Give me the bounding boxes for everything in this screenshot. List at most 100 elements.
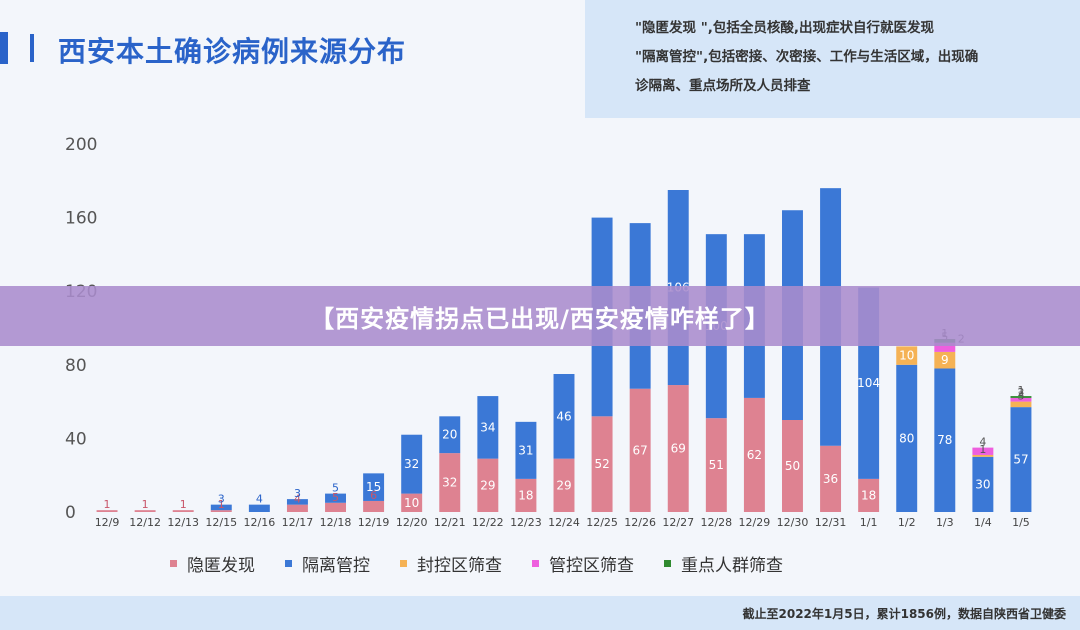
bar-isolation xyxy=(896,364,918,512)
data-label: 4 xyxy=(256,493,263,506)
data-label: 67 xyxy=(633,443,648,457)
note-line-1: "隐匿发现 ",包括全员核酸,出现症状自行就医发现 xyxy=(635,20,935,36)
legend-item-controlled: 管控区筛查 xyxy=(532,550,634,576)
x-tick-label: 12/23 xyxy=(510,516,542,529)
x-tick-label: 12/27 xyxy=(662,516,694,529)
x-tick-label: 12/13 xyxy=(167,516,199,529)
data-label: 29 xyxy=(556,478,571,492)
x-tick-label: 12/21 xyxy=(434,516,466,529)
x-tick-label: 1/5 xyxy=(1012,516,1030,529)
data-label: 4 xyxy=(294,493,301,506)
bar-hidden xyxy=(515,478,537,512)
x-tick-label: 12/30 xyxy=(777,516,809,529)
bar-isolation xyxy=(972,456,994,512)
bar-hidden xyxy=(820,445,842,512)
data-label: 1 xyxy=(104,498,111,511)
x-tick-label: 1/1 xyxy=(860,516,878,529)
bar-isolation xyxy=(515,421,537,479)
x-tick-label: 12/15 xyxy=(205,516,237,529)
data-label: 10 xyxy=(899,349,914,363)
note-line-3: 诊隔离、重点场所及人员排查 xyxy=(635,78,811,94)
bar-hidden xyxy=(401,493,423,512)
data-label: 3 xyxy=(218,493,225,506)
data-label: 1 xyxy=(180,498,187,511)
data-label: 1 xyxy=(142,498,149,511)
data-label: 69 xyxy=(671,442,686,456)
legend-label: 重点人群筛查 xyxy=(681,555,783,576)
bar-isolation xyxy=(325,493,346,503)
x-tick-label: 1/4 xyxy=(974,516,992,529)
data-label: 32 xyxy=(404,457,419,471)
bar-hidden xyxy=(591,416,613,512)
legend-swatch xyxy=(170,559,177,567)
bar-isolation xyxy=(934,368,956,512)
data-label: 6 xyxy=(370,489,377,502)
data-label: 34 xyxy=(480,420,495,434)
data-label: 20 xyxy=(442,428,457,442)
x-tick-label: 12/19 xyxy=(358,516,390,529)
legend-swatch xyxy=(285,559,292,567)
data-label: 5 xyxy=(332,491,339,504)
legend-item-hidden: 隐匿发现 xyxy=(170,550,255,576)
x-tick-label: 12/16 xyxy=(244,516,276,529)
bar-controlled xyxy=(1010,397,1032,402)
legend-swatch xyxy=(664,559,671,567)
legend-item-key: 重点人群筛查 xyxy=(664,550,783,576)
data-label: 4 xyxy=(979,436,986,449)
bar-isolation xyxy=(439,416,461,454)
headline-banner: 【西安疫情拐点已出现/西安疫情咋样了】 xyxy=(0,286,1080,346)
bar-controlled xyxy=(972,447,994,455)
bar-sealed xyxy=(972,454,994,457)
legend-item-isolation: 隔离管控 xyxy=(285,550,370,576)
data-label: 3 xyxy=(1017,390,1024,403)
x-tick-label: 12/17 xyxy=(282,516,314,529)
x-tick-label: 12/31 xyxy=(815,516,847,529)
title-accent-bar xyxy=(0,32,8,64)
data-label: 9 xyxy=(941,353,949,367)
x-tick-label: 12/12 xyxy=(129,516,161,529)
bar-hidden xyxy=(325,502,346,512)
legend-swatch xyxy=(400,559,407,567)
data-label: 30 xyxy=(975,477,990,491)
legend-label: 管控区筛查 xyxy=(549,555,634,576)
data-label: 104 xyxy=(857,376,880,390)
chart-legend: 隐匿发现 隔离管控 封控区筛查 管控区筛查 重点人群筛查 xyxy=(170,550,1030,576)
bar-isolation xyxy=(477,396,499,459)
data-label: 52 xyxy=(594,457,609,471)
bar-hidden xyxy=(705,418,727,512)
bar-sealed xyxy=(896,346,918,365)
x-tick-label: 12/25 xyxy=(586,516,618,529)
bar-controlled xyxy=(934,342,956,352)
bar-hidden xyxy=(439,453,461,512)
data-label: 46 xyxy=(556,409,571,423)
title-accent-bar-thin xyxy=(30,34,34,62)
bar-sealed xyxy=(1010,401,1032,408)
bar-hidden xyxy=(782,420,803,512)
bar-isolation xyxy=(1010,407,1032,512)
data-label: 29 xyxy=(480,478,495,492)
legend-item-sealed: 封控区筛查 xyxy=(400,550,502,576)
bar-hidden xyxy=(96,510,118,512)
data-label: 51 xyxy=(709,458,724,472)
data-label: 80 xyxy=(899,431,914,445)
legend-label: 隔离管控 xyxy=(302,555,370,576)
bar-isolation xyxy=(363,473,385,501)
y-tick-label: 160 xyxy=(65,209,97,229)
x-tick-label: 12/26 xyxy=(624,516,656,529)
data-label: 5 xyxy=(332,482,339,495)
y-tick-label: 200 xyxy=(65,135,97,155)
bar-hidden xyxy=(210,510,232,512)
source-note: 截止至2022年1月5日，累计1856例，数据自陕西省卫健委 xyxy=(742,607,1067,621)
bar-hidden xyxy=(286,504,308,512)
data-label: 50 xyxy=(785,459,800,473)
bar-hidden xyxy=(743,397,765,512)
bar-isolation xyxy=(248,504,270,512)
y-tick-label: 40 xyxy=(65,429,87,449)
x-tick-label: 12/28 xyxy=(700,516,732,529)
data-label: 15 xyxy=(366,480,381,494)
x-tick-label: 12/24 xyxy=(548,516,580,529)
bar-hidden xyxy=(172,510,194,512)
data-label: 1 xyxy=(979,443,986,456)
note-line-2: "隔离管控",包括密接、次密接、工作与生活区域，出现确 xyxy=(635,49,979,65)
bar-isolation xyxy=(401,434,423,494)
